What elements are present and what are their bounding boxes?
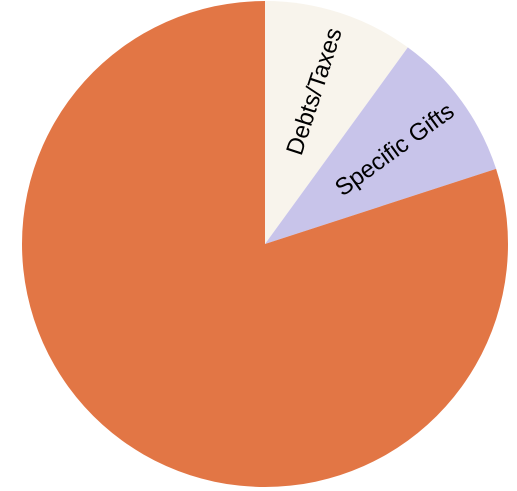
- pie-slice-debts-taxes: [265, 1, 408, 244]
- pie-slice-slice-3: [21, 1, 509, 488]
- pie-slice-specific-gifts: [265, 47, 497, 244]
